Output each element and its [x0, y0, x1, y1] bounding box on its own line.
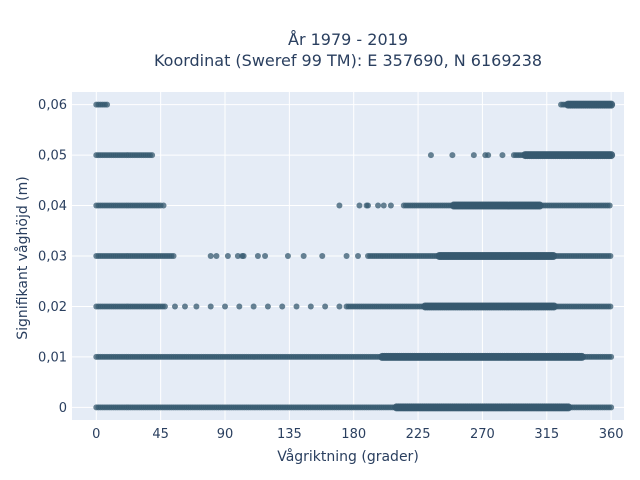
data-point — [336, 303, 343, 310]
data-point — [240, 253, 247, 259]
x-axis-ticks: 0 45 90 135 180 225 270 315 360 — [92, 427, 623, 442]
data-point — [234, 253, 241, 259]
data-point — [485, 152, 492, 159]
data-point — [606, 202, 613, 209]
data-point — [356, 202, 363, 209]
level-series — [93, 352, 615, 361]
y-axis-label: Signifikant våghöjd (m) — [14, 176, 31, 339]
data-point — [149, 152, 156, 159]
data-point — [213, 253, 220, 259]
x-tick-label: 45 — [152, 427, 169, 442]
x-tick-label: 180 — [341, 427, 366, 442]
data-point — [387, 202, 394, 209]
data-point — [607, 303, 614, 310]
data-point — [207, 303, 214, 310]
y-tick-label: 0,03 — [38, 250, 67, 265]
chart-title-line-2: Koordinat (Sweref 99 TM): E 357690, N 61… — [154, 51, 542, 70]
data-point — [207, 253, 214, 259]
x-tick-label: 225 — [406, 427, 431, 442]
x-axis-label: Vågriktning (grader) — [277, 448, 419, 465]
data-point — [264, 303, 271, 310]
y-tick-label: 0 — [59, 401, 67, 416]
level-series — [93, 201, 613, 210]
data-point — [293, 303, 300, 310]
data-point — [470, 152, 477, 159]
level-series — [93, 252, 614, 260]
y-axis-ticks: 0 0,01 0,02 0,03 0,04 0,05 0,06 — [38, 98, 67, 416]
data-point — [279, 303, 286, 310]
data-point — [307, 303, 314, 310]
x-tick-label: 135 — [277, 427, 302, 442]
data-point — [549, 302, 558, 311]
data-point — [380, 202, 387, 209]
y-tick-label: 0,06 — [38, 98, 67, 113]
data-point — [549, 252, 558, 260]
data-point — [336, 202, 343, 209]
data-point — [161, 303, 168, 310]
data-point — [608, 404, 615, 411]
level-series — [93, 403, 615, 412]
data-point — [319, 253, 326, 259]
data-point — [193, 303, 200, 310]
data-point — [607, 253, 614, 259]
data-point — [449, 152, 456, 159]
data-point — [250, 303, 257, 310]
data-point — [322, 303, 329, 310]
data-point — [608, 353, 615, 360]
data-point — [262, 253, 269, 259]
data-point — [535, 201, 544, 210]
y-tick-label: 0,02 — [38, 300, 67, 315]
data-point — [170, 253, 177, 259]
x-tick-label: 90 — [217, 427, 234, 442]
data-point — [564, 403, 573, 412]
level-series — [93, 100, 616, 109]
data-point — [224, 253, 231, 259]
data-point — [607, 100, 616, 109]
x-tick-label: 270 — [470, 427, 495, 442]
y-tick-label: 0,04 — [38, 199, 67, 214]
data-point — [222, 303, 229, 310]
x-tick-label: 360 — [599, 427, 624, 442]
data-point — [284, 253, 291, 259]
data-point — [375, 202, 382, 209]
data-point — [365, 202, 372, 209]
data-points — [93, 100, 616, 412]
x-tick-label: 0 — [92, 427, 100, 442]
data-point — [499, 152, 506, 159]
level-series — [93, 302, 614, 311]
data-point — [254, 253, 261, 259]
data-point — [300, 253, 307, 259]
y-tick-label: 0,05 — [38, 149, 67, 164]
data-point — [355, 253, 362, 259]
y-tick-label: 0,01 — [38, 350, 67, 365]
data-point — [343, 253, 350, 259]
data-point — [236, 303, 243, 310]
data-point — [104, 101, 111, 108]
data-point — [171, 303, 178, 310]
data-point — [181, 303, 188, 310]
x-tick-label: 315 — [534, 427, 559, 442]
data-point — [160, 202, 167, 209]
chart-title-line-1: År 1979 - 2019 — [288, 30, 408, 49]
data-point — [607, 151, 616, 160]
data-point — [427, 152, 434, 159]
level-series — [93, 151, 616, 160]
data-point — [577, 352, 586, 361]
